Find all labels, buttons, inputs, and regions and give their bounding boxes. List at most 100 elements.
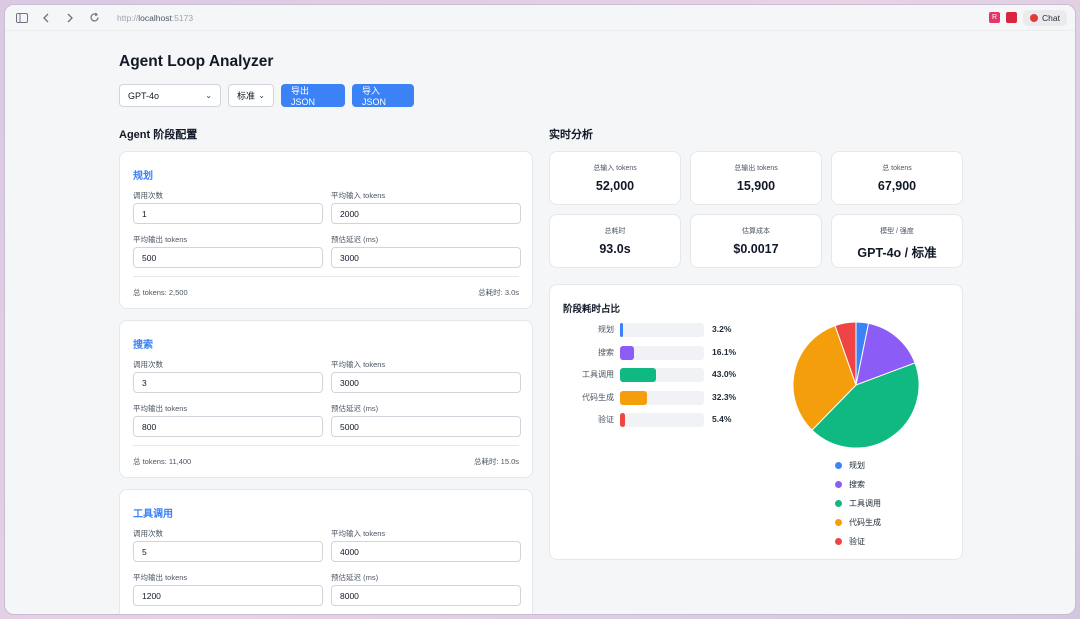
browser-toolbar: http://localhost:5173 R Chat (5, 5, 1075, 31)
extension-badge: R (992, 14, 998, 21)
legend-label: 验证 (849, 537, 865, 546)
stage-total-time: 总耗时: 3.0s (478, 288, 519, 297)
stage-time-chart-card: 阶段耗时占比 规划 3.2% 搜索 16.1% 工具调用 43.0% 代码生成 32.3% 验证… (549, 284, 963, 560)
metric-label: 总 tokens (882, 165, 912, 172)
metric-label: 模型 / 强度 (880, 228, 914, 235)
chevron-down-icon: ⌄ (258, 91, 265, 100)
bar-fill (620, 390, 648, 405)
metric-card: 总耗时 93.0s (549, 214, 681, 268)
toolbar: GPT-4o ⌄ 标准 ⌄ 导出 JSON 导入 JSON (119, 84, 414, 107)
avg-output-field[interactable]: 500 (133, 247, 323, 268)
back-icon[interactable] (37, 9, 55, 27)
calls-input[interactable]: 3 (133, 372, 323, 393)
metric-label: 总输出 tokens (734, 165, 778, 172)
latency-label: 预估延迟 (ms) (331, 573, 379, 582)
stage-name: 搜索 (133, 340, 153, 351)
avg-input-field[interactable]: 3000 (331, 372, 521, 393)
avg-output-label: 平均输出 tokens (133, 573, 188, 582)
calls-label: 调用次数 (133, 360, 163, 369)
metric-card: 总 tokens 67,900 (831, 151, 963, 205)
bar-label: 搜索 (598, 347, 614, 357)
avg-output-label: 平均输出 tokens (133, 235, 188, 244)
metric-label: 总耗时 (604, 228, 626, 235)
bar-track (620, 345, 704, 360)
chat-label: Chat (1042, 12, 1060, 23)
stage-card: 工具调用 调用次数 平均输入 tokens 5 4000 平均输出 tokens… (119, 489, 533, 615)
stage-name: 规划 (133, 171, 153, 182)
bar-value-label: 16.1% (712, 346, 737, 357)
export-json-button[interactable]: 导出 JSON (281, 84, 345, 107)
legend-label: 搜索 (849, 480, 865, 489)
metric-label: 总输入 tokens (593, 165, 637, 172)
forward-icon[interactable] (61, 9, 79, 27)
latency-field[interactable]: 5000 (331, 416, 521, 437)
sidebar-toggle-icon[interactable] (13, 9, 31, 27)
metric-value: $0.0017 (733, 242, 779, 256)
metric-card: 估算成本 $0.0017 (690, 214, 822, 268)
pie-slice (811, 362, 920, 449)
latency-label: 预估延迟 (ms) (331, 235, 379, 244)
extension-icon-2[interactable] (1006, 12, 1018, 23)
stage-card: 搜索 调用次数 平均输入 tokens 3 3000 平均输出 tokens 预… (119, 320, 533, 478)
pie-slice (792, 324, 857, 431)
pie-chart (792, 321, 920, 449)
bar-row: 验证 5.4% (562, 413, 762, 427)
bar-value-label: 5.4% (712, 414, 732, 424)
avg-input-label: 平均输入 tokens (331, 529, 386, 538)
legend-dot (835, 519, 842, 526)
stage-total-tokens: 总 tokens: 11,400 (133, 457, 192, 466)
url-host: localhost (138, 12, 172, 23)
latency-field[interactable]: 8000 (331, 585, 521, 606)
avg-input-field[interactable]: 2000 (331, 203, 521, 224)
legend-item: 规划 (835, 460, 865, 471)
bar-track (620, 413, 704, 427)
divider (133, 614, 519, 615)
bar-fill (620, 323, 623, 337)
legend-dot (835, 481, 842, 488)
chart-title: 阶段耗时占比 (563, 304, 621, 315)
app-page: Agent Loop Analyzer GPT-4o ⌄ 标准 ⌄ 导出 JSO… (5, 31, 1075, 615)
legend-item: 工具调用 (835, 498, 881, 509)
latency-label: 预估延迟 (ms) (331, 404, 379, 413)
url-bar[interactable]: http://localhost:5173 (117, 13, 193, 23)
import-json-button[interactable]: 导入 JSON (352, 84, 414, 107)
bar-label: 验证 (598, 415, 614, 424)
bar-value-label: 43.0% (712, 369, 737, 379)
bar-label: 工具调用 (582, 370, 614, 379)
bar-value-label: 32.3% (712, 391, 737, 402)
stages-section-title: Agent 阶段配置 (119, 129, 198, 141)
mode-select[interactable]: 标准 ⌄ (228, 84, 274, 107)
model-select[interactable]: GPT-4o ⌄ (119, 84, 221, 107)
pie-slice (834, 321, 857, 386)
bar-value-label: 3.2% (712, 324, 732, 334)
metric-card: 总输入 tokens 52,000 (549, 151, 681, 205)
bar-track (620, 390, 704, 405)
legend-label: 工具调用 (849, 499, 881, 508)
mode-select-value: 标准 (237, 91, 256, 101)
metric-value: 15,900 (736, 179, 776, 193)
legend-item: 搜索 (835, 479, 865, 490)
reload-icon[interactable] (85, 9, 103, 27)
metric-value: 52,000 (595, 179, 635, 193)
avg-input-label: 平均输入 tokens (331, 360, 386, 369)
legend-dot (835, 538, 842, 545)
calls-label: 调用次数 (133, 191, 163, 200)
legend-label: 规划 (849, 461, 865, 470)
calls-input[interactable]: 1 (133, 203, 323, 224)
avg-input-field[interactable]: 4000 (331, 541, 521, 562)
metric-card: 总输出 tokens 15,900 (690, 151, 822, 205)
bar-row: 代码生成 32.3% (562, 390, 762, 405)
bar-label: 规划 (598, 325, 614, 334)
bar-fill (620, 368, 657, 382)
calls-input[interactable]: 5 (133, 541, 323, 562)
chevron-down-icon: ⌄ (205, 91, 212, 100)
metric-value: GPT-4o / 标准 (857, 246, 937, 260)
extension-icon[interactable]: R (989, 12, 1001, 23)
bar-fill (620, 413, 625, 427)
avg-output-field[interactable]: 1200 (133, 585, 323, 606)
chat-button[interactable]: Chat (1023, 9, 1067, 26)
avg-output-field[interactable]: 800 (133, 416, 323, 437)
latency-field[interactable]: 3000 (331, 247, 521, 268)
pie-slice (855, 322, 916, 386)
bar-track (620, 323, 704, 337)
